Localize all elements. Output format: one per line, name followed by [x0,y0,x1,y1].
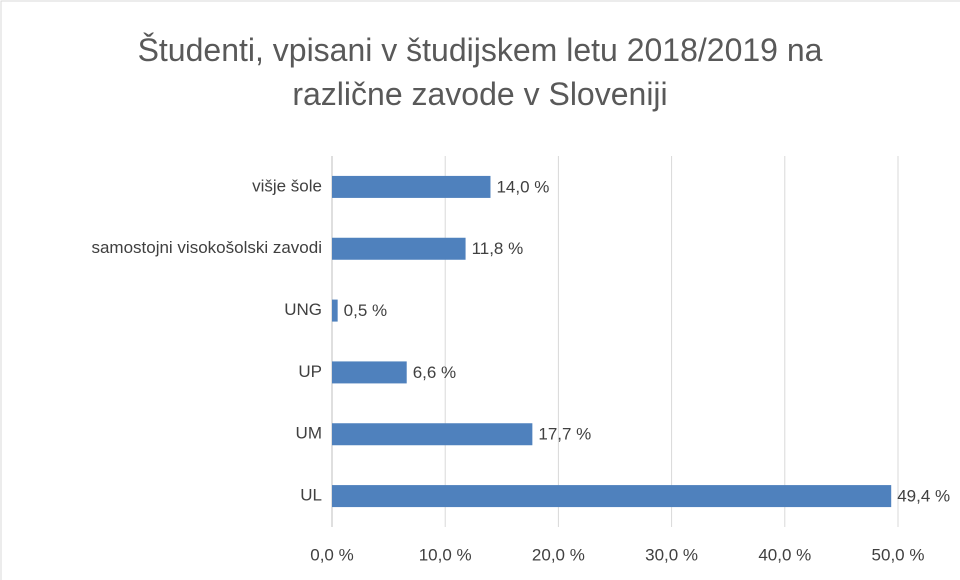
bar [332,485,892,508]
data-label: 0,5 % [344,301,387,320]
x-tick-label: 50,0 % [872,545,925,564]
y-tick-label: UNG [284,300,322,319]
chart-title: Študenti, vpisani v študijskem letu 2018… [137,32,823,112]
data-label: 6,6 % [413,363,456,382]
bar [332,423,533,446]
x-tick-label: 20,0 % [532,545,585,564]
data-label: 17,7 % [538,425,591,444]
y-tick-label: samostojni visokošolski zavodi [91,238,322,257]
data-label: 11,8 % [472,239,524,258]
y-tick-label: višje šole [252,176,322,195]
bar [332,175,491,198]
y-tick-label: UP [298,362,322,381]
x-tick-label: 40,0 % [758,545,811,564]
x-tick-label: 10,0 % [419,545,472,564]
y-tick-label: UL [300,486,322,505]
data-label: 14,0 % [496,177,549,196]
x-tick-label: 0,0 % [310,545,353,564]
y-tick-label: UM [296,424,322,443]
x-tick-label: 30,0 % [645,545,698,564]
bar [332,299,338,322]
bar [332,361,407,384]
data-label: 49,4 % [897,487,950,506]
bar [332,237,466,260]
